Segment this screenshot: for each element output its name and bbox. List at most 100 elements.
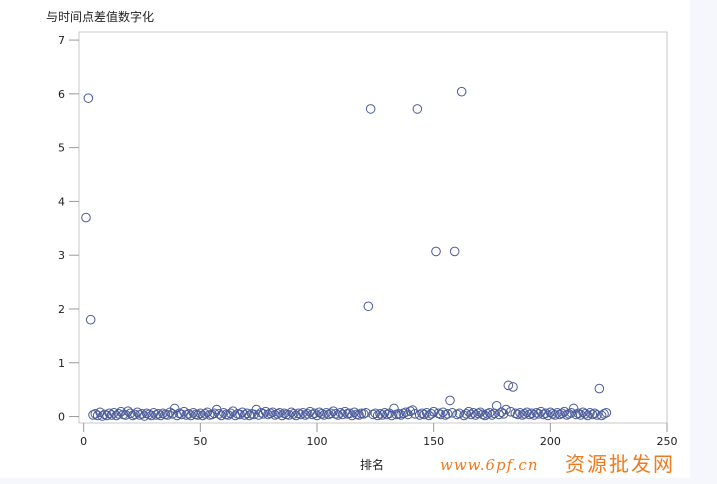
data-point — [144, 409, 154, 420]
data-point — [545, 407, 556, 418]
y-tick-label: 7 — [58, 34, 65, 47]
data-point — [298, 407, 308, 418]
data-point — [326, 408, 336, 419]
data-point — [573, 408, 584, 419]
data-point — [442, 409, 453, 419]
data-point — [274, 407, 285, 418]
data-point — [421, 407, 432, 418]
data-point — [337, 409, 348, 420]
data-point — [267, 407, 278, 418]
data-point — [216, 410, 227, 421]
data-point — [125, 408, 136, 419]
data-point — [512, 409, 523, 420]
data-point — [592, 410, 602, 420]
data-point — [167, 409, 178, 419]
data-point — [186, 410, 196, 421]
data-point — [102, 410, 112, 421]
data-point — [312, 410, 322, 421]
data-point — [501, 404, 511, 415]
data-point — [155, 410, 166, 421]
data-point — [83, 93, 94, 103]
data-point — [314, 407, 325, 418]
data-point — [375, 409, 385, 419]
data-point — [596, 410, 607, 421]
data-point — [153, 409, 164, 419]
data-point — [347, 410, 357, 421]
data-point — [515, 407, 525, 418]
data-point — [526, 408, 537, 419]
data-point — [582, 410, 593, 421]
y-tick-label: 6 — [58, 88, 65, 101]
data-point — [372, 410, 383, 421]
plot-frame — [78, 31, 668, 424]
data-point — [214, 409, 224, 419]
data-point — [386, 410, 397, 421]
data-point — [349, 407, 360, 418]
data-point — [265, 408, 276, 419]
data-point — [85, 314, 96, 325]
data-point — [405, 406, 416, 416]
data-point — [601, 407, 612, 418]
data-point — [151, 410, 161, 420]
data-point — [370, 408, 381, 419]
data-point — [522, 407, 532, 418]
data-point — [410, 409, 420, 419]
data-point — [368, 409, 378, 420]
data-point — [438, 407, 448, 418]
data-point — [482, 409, 493, 419]
data-point — [454, 408, 465, 419]
data-point — [176, 409, 187, 420]
chart-title: 与时间点差值数字化 — [46, 9, 154, 24]
data-point — [452, 409, 462, 420]
data-point — [104, 408, 115, 419]
data-point — [456, 86, 467, 97]
data-point — [480, 410, 490, 421]
data-point — [260, 406, 271, 417]
y-tick-label: 0 — [58, 411, 65, 424]
x-tick-label: 150 — [423, 435, 444, 448]
data-point — [295, 409, 306, 420]
data-point — [494, 409, 504, 420]
data-point — [109, 407, 119, 418]
data-point — [137, 409, 147, 419]
data-point — [270, 410, 280, 420]
data-point — [97, 411, 108, 421]
x-tick-label: 200 — [540, 435, 561, 448]
data-point — [491, 400, 502, 411]
data-point — [571, 409, 581, 420]
data-point — [321, 407, 332, 418]
data-point — [433, 408, 444, 419]
data-point — [81, 212, 91, 223]
x-axis: 0 50 100 150 200 250 — [80, 423, 678, 448]
data-point — [550, 410, 560, 420]
data-point — [431, 246, 441, 257]
data-point — [449, 246, 460, 257]
data-point — [484, 407, 495, 418]
data-point — [335, 407, 346, 418]
data-point — [587, 409, 598, 420]
data-point — [489, 408, 500, 419]
data-point — [195, 408, 206, 419]
data-point — [202, 407, 213, 418]
data-point — [445, 395, 455, 406]
data-point — [363, 301, 374, 312]
data-point — [284, 410, 294, 420]
data-point — [543, 410, 553, 421]
data-point — [398, 408, 409, 419]
data-point — [279, 408, 290, 419]
data-point — [319, 410, 329, 420]
data-point — [344, 408, 355, 419]
y-tick-label: 1 — [58, 357, 65, 370]
data-point — [249, 409, 259, 420]
data-point — [92, 410, 103, 421]
data-point — [377, 410, 388, 420]
data-point — [447, 407, 458, 418]
data-point — [561, 410, 572, 420]
data-point — [288, 409, 299, 419]
data-point — [517, 410, 528, 420]
data-point — [575, 410, 586, 420]
data-point — [183, 409, 194, 419]
data-point — [162, 410, 173, 420]
data-point — [419, 409, 430, 420]
